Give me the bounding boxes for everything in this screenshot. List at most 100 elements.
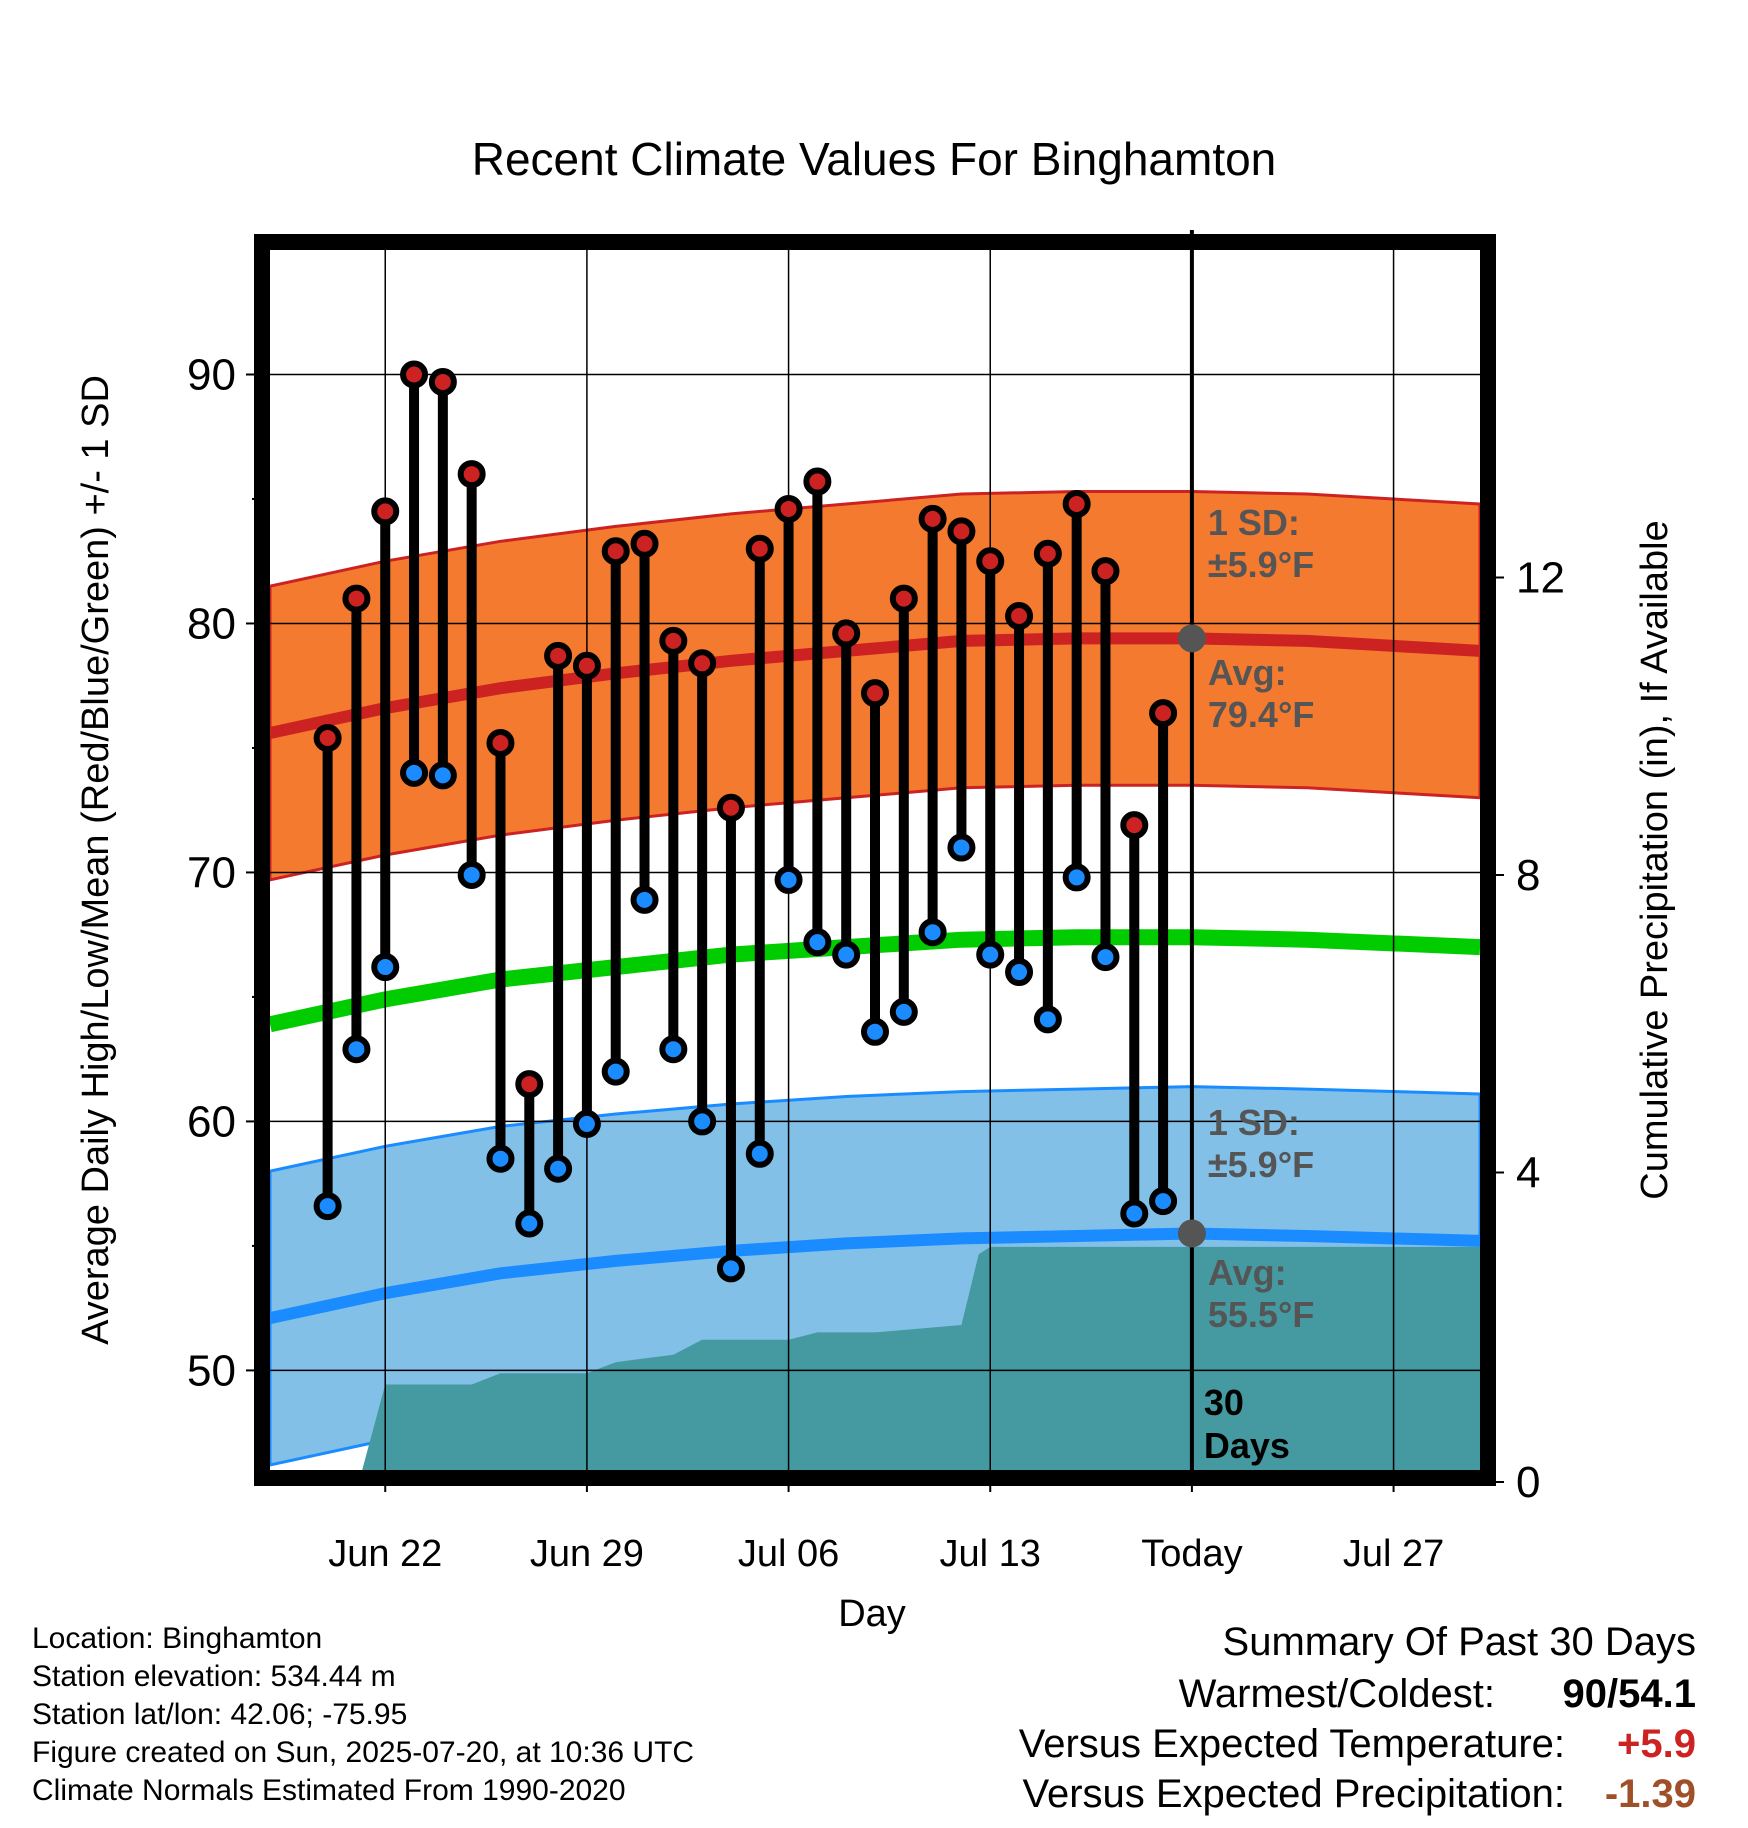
daily-low-point: [716, 1254, 745, 1283]
daily-low-point: [457, 860, 486, 889]
daily-high-point: [601, 537, 630, 566]
high-sd-annotation-line2: ±5.9°F: [1208, 544, 1314, 585]
today-high-marker: [1177, 624, 1206, 653]
daily-low-point: [313, 1192, 342, 1221]
daily-low-point: [1005, 958, 1034, 987]
y2-axis-label: Cumulative Precipitation (in), If Availa…: [1634, 520, 1676, 1199]
x-tick-label: Jun 22: [328, 1533, 442, 1575]
daily-low-point: [861, 1017, 889, 1046]
daily-high-point: [1062, 489, 1091, 518]
avg-low-line: [270, 1227, 1480, 1324]
daily-low-point: [774, 865, 803, 894]
daily-low-point: [544, 1154, 573, 1183]
daily-low-point: [1091, 943, 1120, 972]
daily-low-point: [572, 1109, 601, 1138]
summary-temp-label: Versus Expected Temperature:: [1018, 1722, 1565, 1766]
daily-high-point: [486, 728, 515, 757]
daily-low-point: [976, 940, 1005, 969]
daily-high-point: [1149, 699, 1178, 728]
y2-tick-label: 0: [1516, 1458, 1540, 1507]
daily-high-point: [313, 724, 342, 752]
daily-high-point: [1033, 539, 1062, 568]
low-sd-annotation-line2: ±5.9°F: [1208, 1144, 1314, 1185]
daily-low-point: [1062, 863, 1091, 892]
daily-high-point: [659, 626, 688, 655]
daily-high-point: [889, 584, 918, 613]
info-elevation: Station elevation: 534.44 m: [32, 1660, 396, 1693]
days-annotation-line2: Days: [1204, 1425, 1290, 1466]
daily-high-point: [803, 467, 832, 496]
daily-high-point: [1091, 557, 1120, 586]
high-avg-annotation-line2: 79.4°F: [1208, 694, 1314, 735]
high-avg-annotation-line1: Avg:: [1208, 652, 1287, 693]
x-tick-label: Today: [1141, 1533, 1242, 1575]
station-info: Location: Binghamton Station elevation: …: [32, 1620, 694, 1810]
daily-low-point: [371, 953, 400, 982]
summary-warm-cold-value: 90/54.1: [1562, 1672, 1696, 1716]
y2-tick-label: 4: [1516, 1149, 1540, 1198]
daily-low-point: [630, 885, 659, 914]
summary-warm-cold-label: Warmest/Coldest:: [1178, 1672, 1495, 1716]
plot-frame: [254, 234, 1496, 1486]
x-tick-label: Jul 06: [738, 1533, 839, 1575]
daily-high-point: [515, 1070, 544, 1099]
low-sd-annotation-line1: 1 SD:: [1208, 1102, 1300, 1143]
daily-high-point: [371, 497, 400, 526]
daily-low-point: [428, 761, 457, 790]
today-low-marker: [1177, 1219, 1206, 1248]
daily-high-point: [572, 651, 601, 680]
low-avg-annotation-line2: 55.5°F: [1208, 1294, 1314, 1335]
daily-high-point: [716, 793, 745, 822]
daily-low-point: [889, 997, 918, 1026]
high-sd-annotation-line1: 1 SD:: [1208, 502, 1300, 543]
daily-low-point: [486, 1144, 515, 1173]
y2-tick-label: 12: [1516, 554, 1565, 603]
daily-low-point: [803, 928, 832, 957]
x-axis-label: Day: [838, 1593, 906, 1635]
chart-title: Recent Climate Values For Binghamton: [472, 133, 1277, 185]
x-tick-label: Jun 29: [530, 1533, 644, 1575]
daily-low-point: [832, 940, 861, 969]
summary-precip-value: -1.39: [1604, 1772, 1696, 1816]
summary-temp-value: +5.9: [1617, 1722, 1696, 1766]
daily-low-point: [1149, 1187, 1178, 1216]
daily-high-point: [774, 494, 803, 523]
precipitation-area: [270, 1246, 1480, 1470]
daily-low-point: [342, 1035, 371, 1064]
x-tick-label: Jul 27: [1343, 1533, 1444, 1575]
x-tick-label: Jul 13: [940, 1533, 1041, 1575]
daily-low-point: [745, 1139, 774, 1168]
daily-high-point: [544, 641, 573, 670]
daily-low-point: [601, 1057, 630, 1086]
daily-low-point: [515, 1209, 544, 1238]
summary-precip-label: Versus Expected Precipitation:: [1022, 1772, 1565, 1816]
daily-high-point: [688, 649, 717, 678]
daily-high-point: [832, 619, 861, 648]
daily-low-point: [947, 833, 976, 862]
info-latlon: Station lat/lon: 42.06; -75.95: [32, 1698, 408, 1731]
y-tick-label: 50: [187, 1346, 236, 1395]
days-annotation-line1: 30: [1204, 1382, 1244, 1423]
info-location: Location: Binghamton: [32, 1622, 323, 1655]
daily-low-point: [918, 918, 947, 947]
daily-low-point: [400, 758, 429, 787]
y-tick-label: 70: [187, 848, 236, 897]
daily-low-point: [1033, 1005, 1062, 1034]
daily-high-point: [400, 360, 429, 389]
y-axis-label: Average Daily High/Low/Mean (Red/Blue/Gr…: [75, 375, 117, 1345]
daily-high-point: [947, 517, 976, 546]
daily-high-point: [861, 679, 889, 708]
y2-tick-label: 8: [1516, 851, 1540, 900]
daily-high-point: [457, 460, 486, 489]
daily-high-point: [976, 547, 1005, 576]
daily-high-point: [1005, 602, 1034, 630]
info-normals: Climate Normals Estimated From 1990-2020: [32, 1774, 626, 1807]
summary-heading: Summary Of Past 30 Days: [1222, 1620, 1696, 1664]
daily-high-point: [1120, 811, 1149, 840]
y-tick-label: 80: [187, 599, 236, 648]
daily-low-point: [1120, 1199, 1149, 1228]
daily-low-point: [688, 1107, 717, 1136]
y-tick-label: 60: [187, 1097, 236, 1146]
y-tick-label: 90: [187, 350, 236, 399]
